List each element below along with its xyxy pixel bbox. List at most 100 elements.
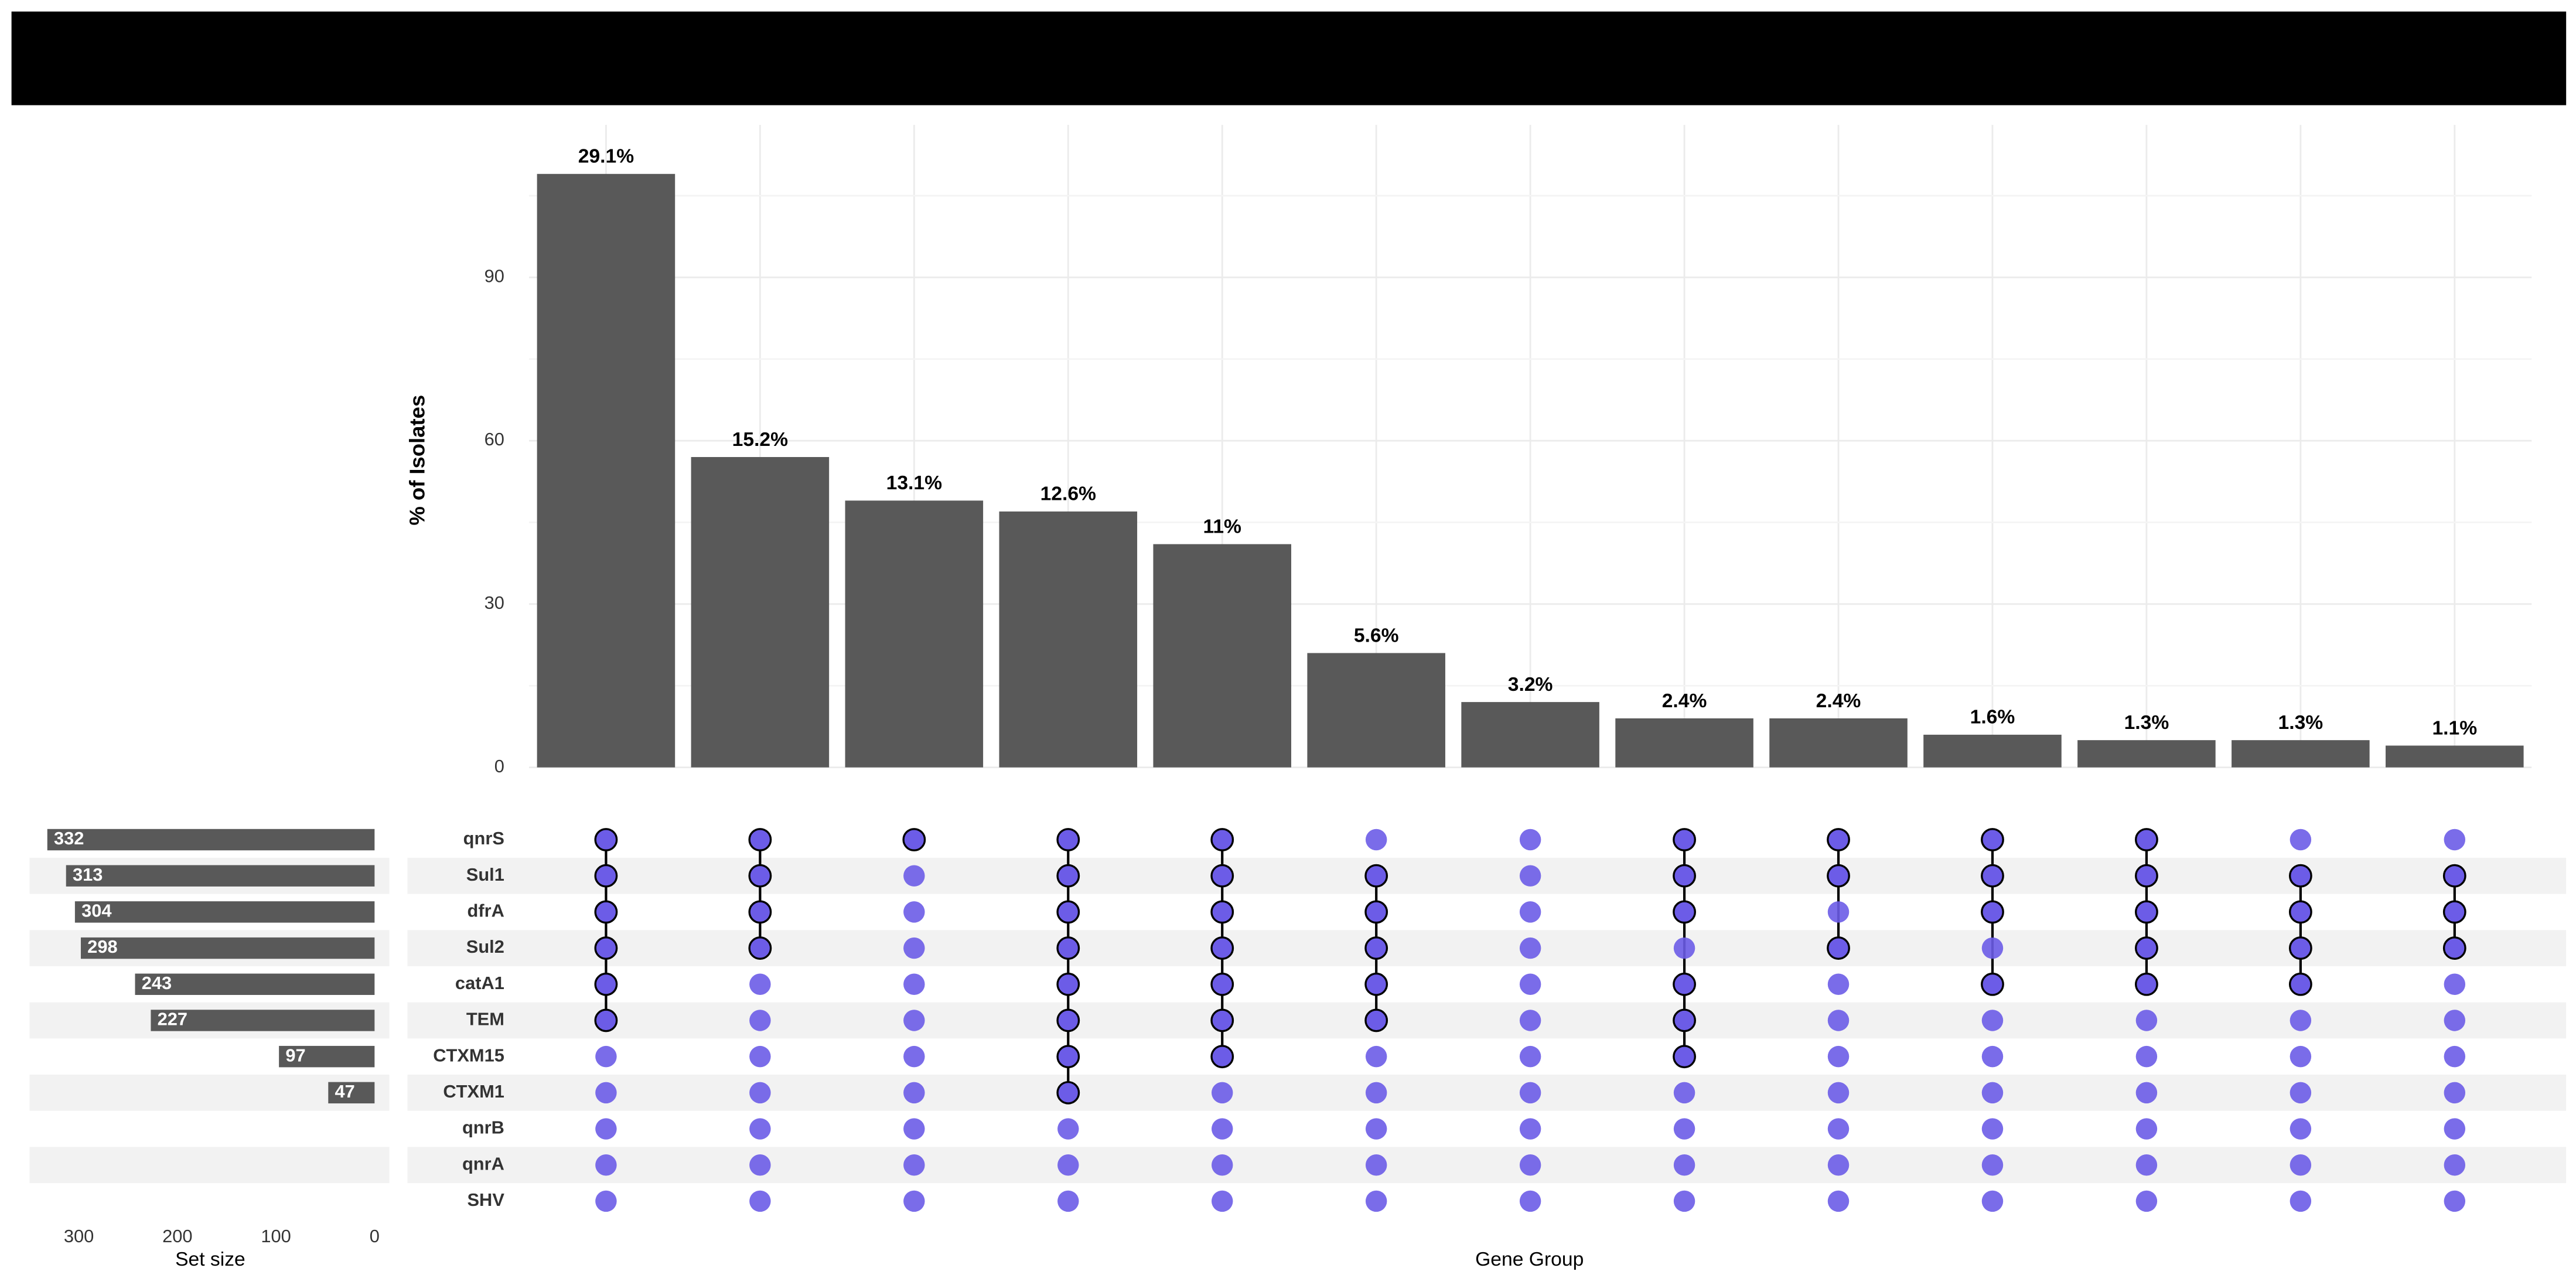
member-dot — [1981, 828, 2004, 851]
dot — [2444, 1154, 2466, 1176]
dot — [1827, 901, 1850, 923]
member-dot — [2442, 936, 2466, 960]
bar-label: 11% — [1203, 516, 1241, 538]
dot — [749, 1154, 771, 1176]
set-label: Sul1 — [466, 864, 504, 885]
dot — [1981, 1082, 2004, 1104]
member-dot — [594, 1008, 618, 1032]
member-dot — [2288, 864, 2312, 888]
dot — [1981, 937, 2004, 959]
dot — [1673, 1082, 1695, 1104]
dot — [1519, 829, 1541, 851]
set-size-tick-label: 300 — [64, 1226, 94, 1246]
bar-label: 2.4% — [1816, 690, 1861, 712]
dot — [1981, 1118, 2004, 1140]
dot — [1211, 1154, 1233, 1176]
set-label: dfrA — [468, 901, 504, 921]
row-shade — [407, 1002, 2567, 1039]
member-dot — [1056, 900, 1080, 924]
dot — [1827, 1154, 1850, 1176]
dot — [749, 1045, 771, 1068]
dot — [2444, 1010, 2466, 1031]
dot — [1519, 937, 1541, 959]
member-dot — [594, 936, 618, 960]
member-dot — [902, 828, 926, 851]
dot — [1519, 865, 1541, 887]
dot — [1827, 1010, 1850, 1031]
bar-label: 1.3% — [2278, 712, 2323, 734]
dot — [1365, 829, 1387, 851]
dot — [1827, 973, 1850, 996]
dot — [2135, 1082, 2158, 1104]
bar-label: 3.2% — [1508, 674, 1553, 696]
dot — [595, 1082, 617, 1104]
set-size-tick-label: 0 — [370, 1226, 380, 1246]
bar-label: 1.3% — [2124, 712, 2169, 734]
member-dot — [1364, 972, 1388, 996]
dot — [903, 1190, 925, 1212]
dot — [1827, 1190, 1850, 1212]
dot — [2290, 1154, 2312, 1176]
member-dot — [1673, 1008, 1696, 1032]
member-dot — [2288, 900, 2312, 924]
bar-label: 5.6% — [1354, 625, 1399, 646]
set-size-label: 243 — [142, 973, 172, 993]
dot — [1519, 901, 1541, 923]
dot — [1211, 1190, 1233, 1212]
member-dot — [1827, 864, 1850, 888]
row-shade — [29, 1147, 390, 1184]
dot — [1673, 1154, 1695, 1176]
dot — [1519, 1082, 1541, 1104]
dot — [1057, 1190, 1079, 1212]
dot — [749, 973, 771, 996]
dot — [1673, 1190, 1695, 1212]
dot — [903, 1010, 925, 1031]
dot — [749, 1010, 771, 1031]
set-size-bar — [74, 901, 375, 923]
member-dot — [1056, 972, 1080, 996]
member-dot — [1056, 828, 1080, 851]
dot — [1519, 973, 1541, 996]
dot — [1365, 1154, 1387, 1176]
member-dot — [1210, 1008, 1234, 1032]
member-dot — [594, 864, 618, 888]
intersection-bar — [845, 500, 984, 768]
dot — [1673, 937, 1695, 959]
set-size-label: 97 — [285, 1045, 305, 1065]
dot — [2444, 973, 2466, 996]
member-dot — [594, 900, 618, 924]
dot — [1827, 1118, 1850, 1140]
dot — [1365, 1045, 1387, 1068]
row-shade — [407, 1147, 2567, 1184]
set-size-label: 313 — [73, 864, 103, 885]
set-label: qnrS — [463, 828, 504, 848]
dot — [1519, 1010, 1541, 1031]
member-dot — [748, 936, 772, 960]
dot — [2290, 1045, 2312, 1068]
bar-label: 2.4% — [1662, 690, 1707, 712]
member-dot — [2135, 828, 2158, 851]
set-size-bar — [151, 1010, 375, 1031]
set-size-bar — [47, 829, 375, 851]
set-label: CTXM1 — [443, 1081, 504, 1102]
set-size-bar — [80, 937, 375, 959]
member-dot — [2288, 936, 2312, 960]
member-dot — [1981, 972, 2004, 996]
member-dot — [1056, 864, 1080, 888]
member-dot — [748, 828, 772, 851]
dot — [2135, 1118, 2158, 1140]
dot — [595, 1190, 617, 1212]
dot — [595, 1118, 617, 1140]
dot — [1827, 1082, 1850, 1104]
set-label: qnrB — [462, 1117, 504, 1138]
intersection-bar — [2232, 740, 2370, 768]
member-dot — [1673, 828, 1696, 851]
member-dot — [2442, 864, 2466, 888]
dot — [903, 937, 925, 959]
dot — [2135, 1045, 2158, 1068]
row-shade — [407, 930, 2567, 966]
dot — [1827, 1045, 1850, 1068]
dot — [595, 1045, 617, 1068]
member-dot — [1673, 972, 1696, 996]
